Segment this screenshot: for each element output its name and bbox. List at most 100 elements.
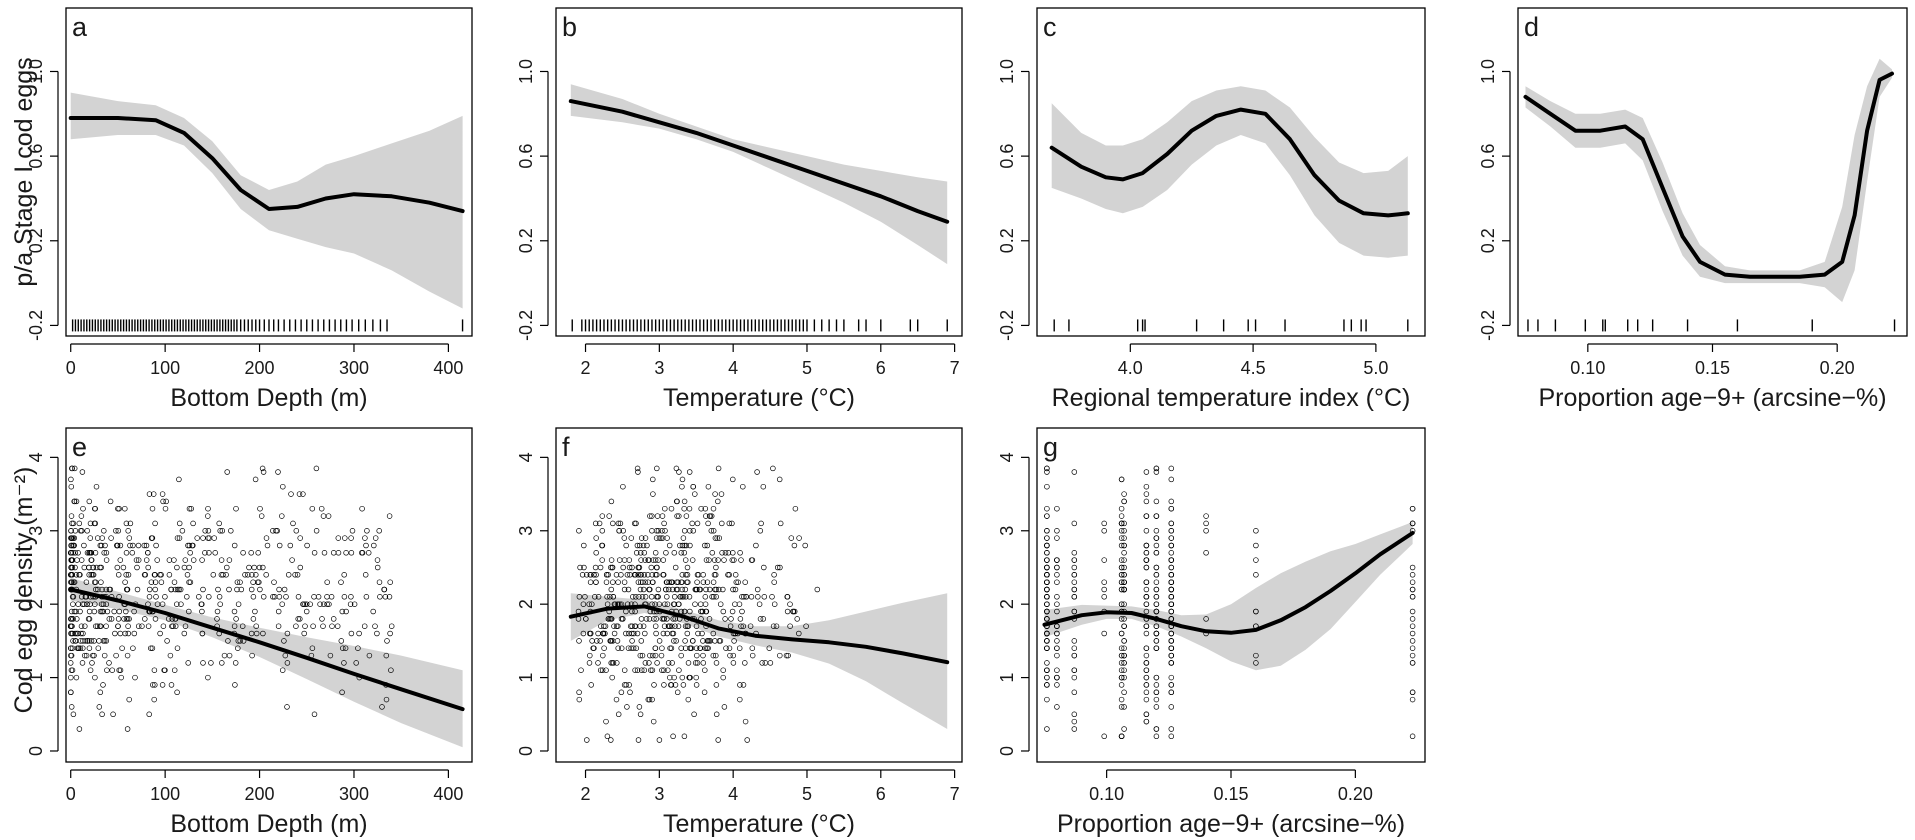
data-point [370,608,376,615]
data-point [93,586,99,593]
data-point [652,572,659,578]
data-point [212,550,218,556]
data-point [785,652,791,659]
data-point [148,579,155,585]
data-point [614,638,621,644]
data-point [692,491,698,497]
data-point [1044,608,1050,615]
data-point [642,579,649,585]
data-point [632,608,638,615]
data-point [666,542,673,549]
y-tick-label: 4 [516,452,536,462]
data-point [673,465,680,472]
data-point [325,513,332,519]
data-point [1044,630,1050,637]
data-point [1409,630,1416,637]
data-point [576,689,582,696]
data-point [80,505,86,512]
data-point [586,660,593,666]
data-point [1118,513,1125,519]
data-point [84,528,90,534]
data-point [159,491,166,497]
data-point [1253,572,1259,578]
data-point [1071,711,1078,718]
panel-frame-a [65,7,473,337]
data-point [637,542,643,549]
data-point [732,586,739,593]
data-point [69,520,75,527]
data-point [715,465,722,472]
data-point [1153,572,1160,578]
data-point [152,586,158,593]
data-point [157,630,163,637]
data-point [123,550,130,556]
data-point [595,630,601,637]
data-point [711,557,718,563]
data-point [81,652,88,659]
data-point [777,520,784,527]
data-point [112,630,118,637]
data-point [99,586,105,593]
data-point [668,645,675,651]
data-point [101,528,107,534]
data-point [103,638,110,644]
data-point [1101,733,1107,740]
data-point [114,564,121,571]
data-point [166,557,173,563]
data-point [98,601,105,607]
fitted-line-b [568,99,950,224]
data-point [607,638,614,644]
data-point [68,476,74,483]
data-point [1203,513,1209,519]
data-point [792,505,799,512]
data-point [621,682,628,688]
data-point [184,594,190,600]
data-point [756,601,763,607]
data-point [205,674,211,681]
data-point [767,660,774,666]
data-point [704,542,711,549]
data-point [348,594,354,600]
data-point [343,608,349,615]
data-point [108,616,115,622]
x-tick-label: 300 [339,784,369,804]
data-point [246,564,252,571]
data-point [179,528,186,534]
data-point [199,557,205,563]
data-point [689,557,696,563]
data-point [1071,520,1078,527]
data-point [73,498,80,505]
data-point [388,667,394,673]
data-point [784,608,791,615]
data-point [363,542,369,549]
data-point [1143,469,1150,475]
data-point [762,660,769,666]
data-point [1044,638,1050,644]
data-point [1044,660,1050,666]
data-point [608,660,614,666]
data-point [645,696,652,703]
data-point [1071,718,1078,725]
data-point [715,737,721,743]
data-point [117,630,124,637]
data-point [662,528,668,534]
data-point [1044,616,1050,622]
data-point [717,638,724,644]
data-point [603,572,610,578]
data-point [595,594,602,600]
data-point [777,652,783,659]
data-point [1143,483,1150,490]
data-point [1409,608,1416,615]
data-point [732,572,739,578]
data-point [592,564,599,571]
data-point [1203,520,1209,527]
data-point [387,579,393,585]
data-point [666,586,672,593]
data-point [715,498,721,505]
data-point [205,505,211,512]
data-point [592,594,598,600]
data-point [654,465,660,472]
data-point [237,638,243,644]
data-point [93,564,100,571]
x-tick-label: 7 [950,784,960,804]
